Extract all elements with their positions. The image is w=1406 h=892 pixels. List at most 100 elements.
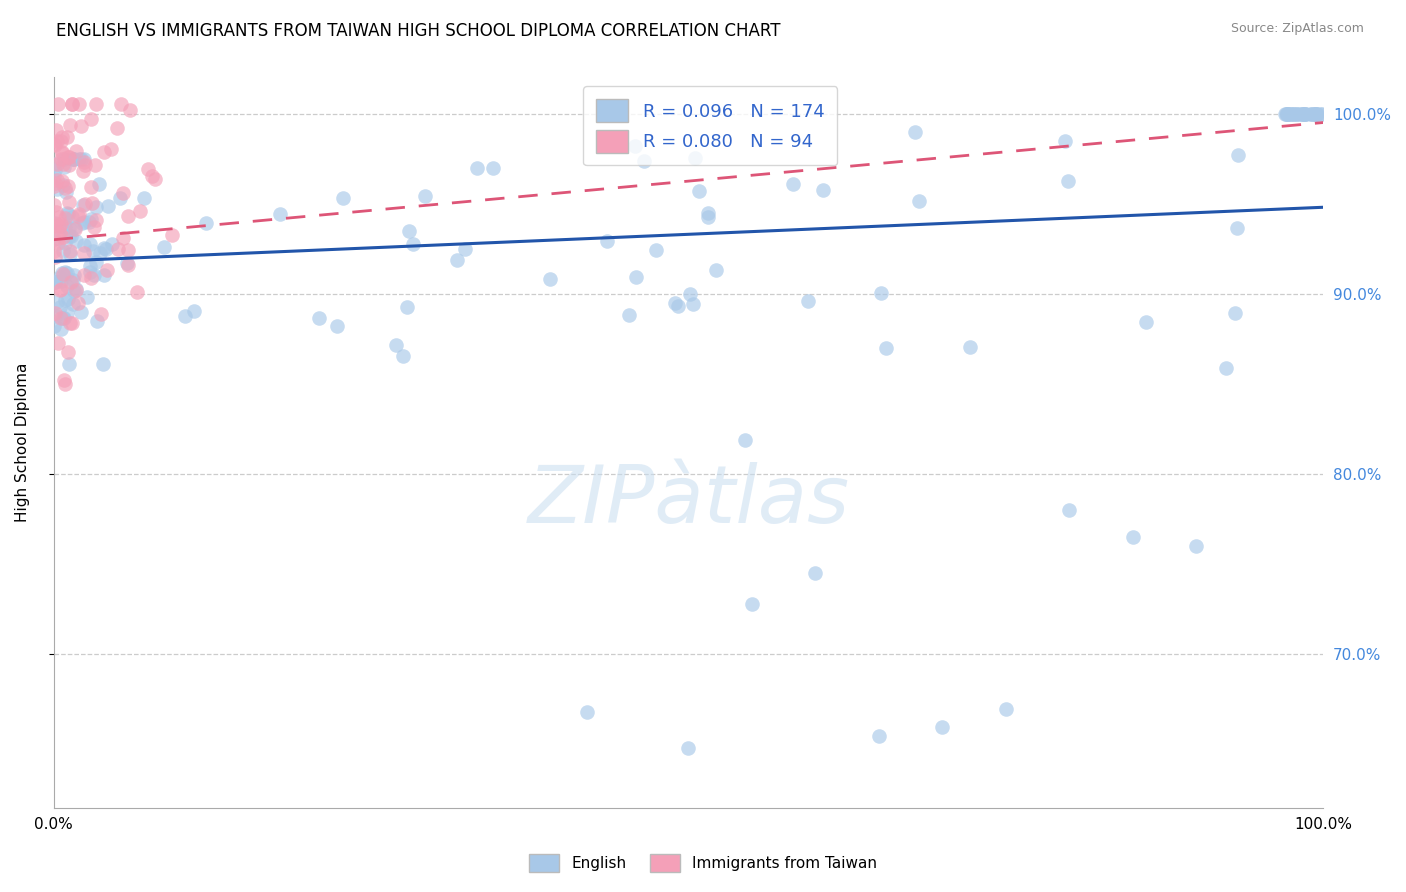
- Point: [53, 220, 76, 235]
- Point: [1310, 106, 1333, 120]
- Point: [797, 294, 820, 309]
- Point: [63, 152, 86, 166]
- Point: [80, 211, 103, 226]
- Point: [1301, 106, 1323, 120]
- Point: [52, 310, 75, 325]
- Point: [67, 97, 90, 112]
- Point: [1281, 106, 1303, 120]
- Point: [1135, 315, 1157, 329]
- Point: [49, 274, 72, 288]
- Point: [413, 189, 436, 203]
- Point: [1309, 106, 1331, 120]
- Point: [42, 219, 65, 233]
- Point: [44, 275, 66, 289]
- Text: ENGLISH VS IMMIGRANTS FROM TAIWAN HIGH SCHOOL DIPLOMA CORRELATION CHART: ENGLISH VS IMMIGRANTS FROM TAIWAN HIGH S…: [56, 22, 780, 40]
- Point: [58, 150, 80, 164]
- Point: [77, 215, 100, 229]
- Point: [80, 195, 103, 210]
- Legend: English, Immigrants from Taiwan: English, Immigrants from Taiwan: [522, 846, 884, 880]
- Point: [1285, 106, 1308, 120]
- Point: [120, 103, 142, 117]
- Point: [683, 152, 706, 166]
- Point: [46, 173, 69, 187]
- Point: [84, 201, 107, 215]
- Point: [183, 304, 205, 318]
- Point: [401, 237, 423, 252]
- Point: [804, 566, 827, 581]
- Point: [53, 235, 76, 250]
- Point: [1226, 147, 1249, 161]
- Point: [51, 129, 73, 144]
- Point: [97, 199, 120, 213]
- Point: [875, 341, 897, 355]
- Point: [76, 290, 98, 304]
- Point: [79, 265, 101, 279]
- Point: [55, 265, 77, 279]
- Point: [65, 235, 87, 249]
- Point: [44, 137, 66, 152]
- Point: [46, 182, 69, 196]
- Point: [127, 285, 149, 299]
- Point: [59, 247, 82, 261]
- Point: [52, 244, 75, 258]
- Point: [869, 286, 891, 301]
- Point: [84, 255, 107, 269]
- Point: [69, 152, 91, 166]
- Point: [55, 306, 77, 320]
- Point: [619, 308, 641, 322]
- Point: [51, 217, 73, 231]
- Point: [1286, 106, 1309, 120]
- Point: [44, 306, 66, 320]
- Point: [46, 295, 69, 310]
- Point: [105, 121, 128, 136]
- Point: [391, 349, 413, 363]
- Point: [1305, 106, 1327, 120]
- Legend: R = 0.096   N = 174, R = 0.080   N = 94: R = 0.096 N = 174, R = 0.080 N = 94: [583, 87, 837, 165]
- Point: [1291, 106, 1313, 120]
- Point: [624, 269, 647, 284]
- Point: [1294, 106, 1316, 120]
- Point: [332, 191, 354, 205]
- Point: [538, 271, 561, 285]
- Point: [45, 217, 67, 231]
- Point: [326, 318, 349, 333]
- Point: [56, 130, 79, 145]
- Point: [80, 180, 103, 194]
- Point: [84, 213, 107, 227]
- Point: [53, 376, 76, 391]
- Point: [136, 161, 159, 176]
- Point: [51, 145, 73, 159]
- Point: [58, 194, 80, 209]
- Point: [44, 163, 66, 178]
- Point: [79, 236, 101, 251]
- Point: [58, 220, 80, 235]
- Point: [141, 169, 163, 184]
- Point: [72, 198, 94, 212]
- Point: [87, 177, 110, 191]
- Point: [58, 228, 80, 243]
- Point: [44, 318, 66, 333]
- Point: [67, 296, 90, 310]
- Point: [56, 206, 79, 220]
- Point: [117, 209, 139, 223]
- Point: [153, 240, 176, 254]
- Point: [454, 242, 477, 256]
- Point: [115, 256, 138, 270]
- Point: [65, 283, 87, 297]
- Point: [65, 282, 87, 296]
- Point: [52, 156, 75, 170]
- Point: [107, 243, 129, 257]
- Point: [73, 238, 96, 252]
- Point: [79, 112, 101, 126]
- Point: [782, 178, 804, 192]
- Point: [93, 145, 115, 160]
- Point: [664, 296, 686, 310]
- Point: [904, 124, 927, 138]
- Point: [51, 174, 73, 188]
- Point: [48, 269, 70, 284]
- Point: [112, 231, 135, 245]
- Point: [62, 152, 84, 166]
- Point: [1279, 106, 1302, 120]
- Point: [1185, 539, 1208, 553]
- Point: [46, 235, 69, 250]
